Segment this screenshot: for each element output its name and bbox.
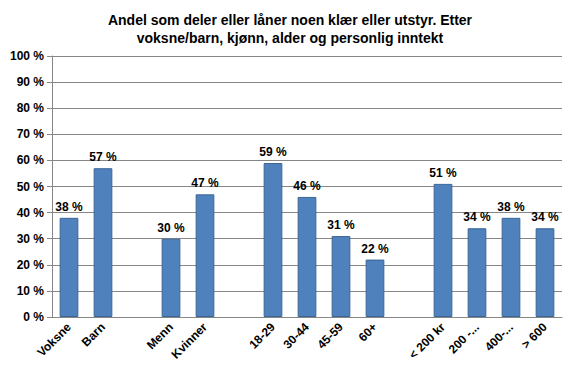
svg-text:Andel som deler eller låner no: Andel som deler eller låner noen klær el… [108,12,473,28]
svg-text:400-...: 400-... [482,320,516,354]
svg-text:60+: 60+ [356,320,380,344]
svg-text:90 %: 90 % [17,75,45,89]
svg-text:38 %: 38 % [497,200,525,214]
svg-text:60 %: 60 % [17,153,45,167]
svg-text:70 %: 70 % [17,127,45,141]
svg-text:57 %: 57 % [89,150,117,164]
svg-text:45-59: 45-59 [314,320,346,352]
svg-text:59 %: 59 % [259,145,287,159]
svg-text:Voksne: Voksne [35,320,75,360]
svg-text:10 %: 10 % [17,284,45,298]
svg-text:34 %: 34 % [531,210,559,224]
svg-text:100 %: 100 % [10,49,44,63]
svg-text:30-44: 30-44 [280,320,312,352]
svg-text:0 %: 0 % [23,310,44,324]
svg-text:18-29: 18-29 [246,320,278,352]
svg-text:31 %: 31 % [327,218,355,232]
svg-text:voksne/barn, kjønn, alder og p: voksne/barn, kjønn, alder og personlig i… [137,30,444,46]
svg-text:51 %: 51 % [429,166,457,180]
svg-text:50 %: 50 % [17,180,45,194]
svg-text:< 200 kr: < 200 kr [406,320,448,362]
svg-text:38 %: 38 % [55,200,83,214]
svg-text:200 -...: 200 -... [446,320,482,356]
svg-text:46 %: 46 % [293,179,321,193]
svg-text:> 600: > 600 [519,320,551,352]
svg-text:80 %: 80 % [17,101,45,115]
svg-text:34 %: 34 % [463,210,491,224]
svg-text:20 %: 20 % [17,258,45,272]
svg-text:Barn: Barn [79,320,108,349]
svg-text:30 %: 30 % [17,232,45,246]
svg-text:22 %: 22 % [361,242,389,256]
svg-text:40 %: 40 % [17,206,45,220]
svg-text:30 %: 30 % [157,221,185,235]
svg-text:Kvinner: Kvinner [168,320,210,362]
svg-text:47 %: 47 % [191,176,219,190]
svg-text:Menn: Menn [144,320,176,352]
